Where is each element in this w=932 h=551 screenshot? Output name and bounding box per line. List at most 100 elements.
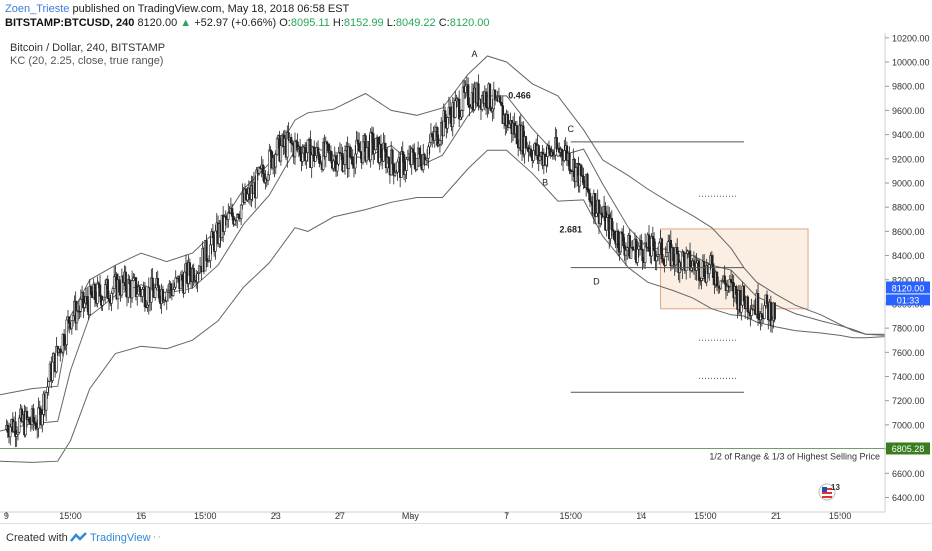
svg-text:13: 13: [831, 483, 840, 492]
tradingview-link[interactable]: TradingView: [90, 532, 151, 544]
candle: [682, 250, 685, 262]
candle: [415, 158, 419, 172]
candle: [287, 122, 290, 142]
wave-annotation: A: [472, 49, 478, 59]
candle: [89, 284, 93, 297]
price-tick-label: 10200.00: [892, 33, 930, 43]
candle: [286, 125, 289, 168]
countdown-tag: [886, 294, 930, 306]
candle: [524, 135, 528, 149]
more-icon[interactable]: ···: [148, 531, 162, 543]
price-tick-label: 9400.00: [892, 130, 925, 140]
candle: [740, 304, 743, 321]
candle: [268, 143, 271, 181]
candle: [156, 270, 159, 287]
candle: [183, 263, 186, 294]
tradingview-logo-icon[interactable]: [70, 531, 88, 543]
price-tick-label: 8800.00: [892, 203, 925, 213]
reference-price-tag: [886, 442, 930, 455]
candle: [484, 88, 488, 115]
countdown-tag-label: 01:33: [897, 295, 920, 305]
price-tick-label: 9000.00: [892, 178, 925, 188]
price-tick-label: 7200.00: [892, 396, 925, 406]
candle: [611, 221, 615, 239]
candle: [337, 146, 340, 167]
price-tick-label: 7600.00: [892, 348, 925, 358]
wave-annotation: B: [542, 177, 548, 187]
candle: [210, 228, 213, 255]
time-tick-label: 15:00: [59, 511, 82, 521]
candle: [101, 295, 104, 311]
candle: [499, 94, 502, 105]
candle: [257, 166, 261, 176]
last-price: 8120.00: [137, 17, 178, 29]
candle: [255, 166, 258, 199]
candle: [373, 139, 376, 161]
created-with-label: Created with: [6, 532, 68, 544]
candle: [756, 283, 760, 326]
candle: [400, 146, 403, 178]
price-chart[interactable]: 1/2 of Range & 1/3 of Highest Selling Pr…: [0, 33, 932, 523]
keltner-lower-band: [0, 149, 886, 463]
close-label: C:: [438, 17, 450, 29]
wave-annotation: 0.466: [508, 90, 531, 100]
candle: [593, 192, 597, 225]
high-value: 8152.99: [343, 17, 384, 29]
candle: [325, 140, 329, 152]
candle: [629, 240, 633, 259]
candle: [316, 140, 320, 161]
candle: [18, 415, 21, 435]
time-axis[interactable]: 9 15:00 16 15:00 23 27 May 7 15:00 14 15:00 21 15:00: [4, 511, 851, 521]
candle: [205, 234, 208, 268]
author-link[interactable]: Zoen_Trieste: [5, 3, 70, 15]
candle: [306, 139, 310, 162]
wave-annotation: 2.681: [559, 225, 582, 235]
candle: [493, 89, 497, 106]
low-label: L:: [386, 17, 396, 29]
candle: [454, 90, 457, 119]
price-tick-label: 7800.00: [892, 324, 925, 334]
price-tick-label: 6400.00: [892, 493, 925, 503]
candle: [51, 352, 54, 384]
change-value: +52.97 (+0.66%): [194, 17, 277, 29]
candle: [515, 120, 519, 145]
candle: [136, 283, 139, 306]
price-tick-label: 7400.00: [892, 372, 925, 382]
price-tick-label: 8200.00: [892, 275, 925, 285]
candle: [684, 246, 688, 280]
candle: [765, 290, 769, 308]
candle: [239, 204, 243, 226]
candle: [769, 295, 773, 333]
candle: [28, 416, 31, 425]
wave-annotation: C: [568, 124, 575, 134]
candle: [457, 90, 461, 127]
candle: [153, 283, 157, 301]
open-value: 8095.11: [290, 17, 330, 29]
price-tick-label: 8600.00: [892, 227, 925, 237]
price-tick-label: 9200.00: [892, 154, 925, 164]
chart-header: Zoen_Trieste published on TradingView.co…: [0, 0, 932, 34]
candle: [746, 295, 749, 321]
price-tick-label: 9600.00: [892, 106, 925, 116]
candle: [37, 397, 40, 438]
candle: [405, 156, 408, 179]
price-tick-label: 6600.00: [892, 469, 925, 479]
candle: [65, 316, 68, 355]
candle: [393, 162, 397, 178]
footer: Created with TradingView ···: [0, 523, 932, 551]
candle: [14, 411, 17, 448]
candle: [647, 225, 651, 252]
time-tick-label: 7: [504, 511, 509, 521]
candle: [641, 248, 644, 270]
candle: [719, 280, 723, 291]
candle: [355, 130, 358, 164]
candle: [532, 144, 535, 164]
indicator-label[interactable]: KC (20, 2.25, close, true range): [10, 55, 163, 67]
candle: [374, 138, 378, 151]
publish-line: Zoen_Trieste published on TradingView.co…: [5, 3, 349, 15]
time-tick-label: 15:00: [194, 511, 217, 521]
candle: [55, 337, 58, 374]
flag-icon[interactable]: 13: [818, 483, 840, 501]
candle: [664, 246, 667, 267]
symbol-label: BITSTAMP:BTCUSD, 240: [5, 17, 135, 29]
